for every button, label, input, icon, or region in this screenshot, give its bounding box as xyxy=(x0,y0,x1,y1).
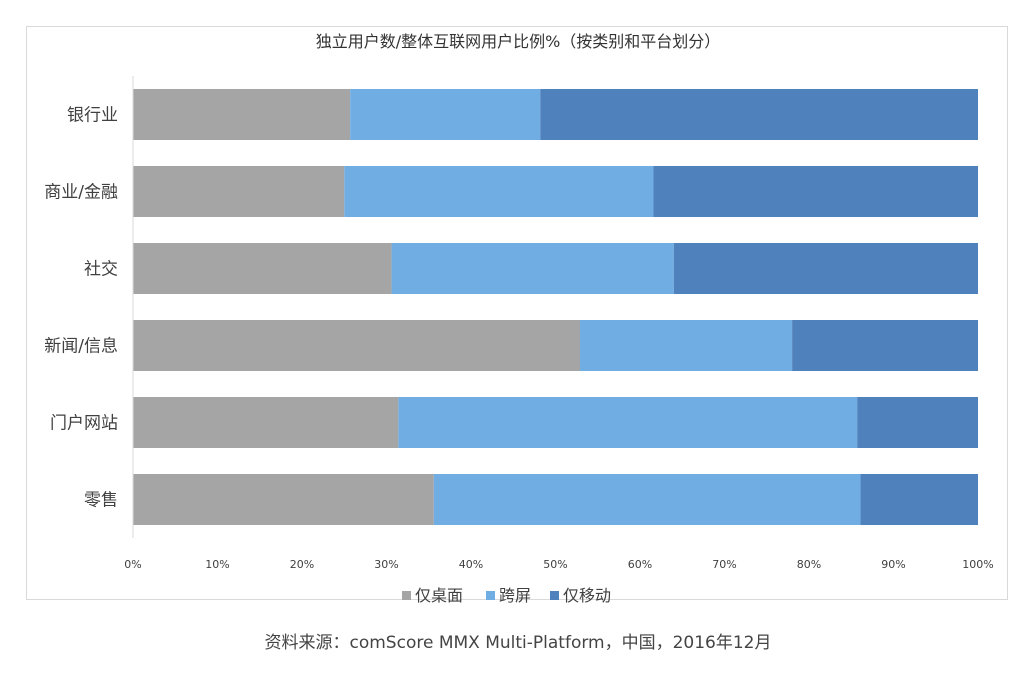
bar-1-6 xyxy=(133,474,434,525)
bar-2-5 xyxy=(398,397,858,448)
bar-2-6 xyxy=(433,474,861,525)
x-tick-label: 70% xyxy=(712,558,736,571)
x-tick-label: 30% xyxy=(374,558,398,571)
x-tick-label: 60% xyxy=(628,558,652,571)
x-tick-label: 100% xyxy=(962,558,993,571)
legend-label: 仅移动 xyxy=(563,586,611,605)
x-tick-label: 0% xyxy=(124,558,141,571)
x-tick-label: 50% xyxy=(543,558,567,571)
bar-2-4 xyxy=(580,320,793,371)
legend-label: 跨屏 xyxy=(499,586,531,605)
category-label: 商业/金融 xyxy=(44,183,118,203)
bar-3-3 xyxy=(673,243,978,294)
x-tick-label: 90% xyxy=(881,558,905,571)
bar-3-2 xyxy=(653,166,978,217)
bar-2-3 xyxy=(391,243,674,294)
source-note: 资料来源：comScore MMX Multi-Platform，中国，2016… xyxy=(264,633,772,653)
legend-label: 仅桌面 xyxy=(415,586,463,605)
chart-title: 独立用户数/整体互联网用户比例%（按类别和平台划分） xyxy=(316,32,721,51)
legend-swatch xyxy=(486,591,495,600)
category-label: 新闻/信息 xyxy=(44,337,118,357)
category-label: 零售 xyxy=(84,491,118,511)
bar-3-4 xyxy=(792,320,978,371)
category-label: 银行业 xyxy=(67,106,118,126)
x-tick-label: 40% xyxy=(459,558,483,571)
category-label: 社交 xyxy=(84,260,118,280)
category-label: 门户网站 xyxy=(50,414,118,434)
bar-3-1 xyxy=(540,89,978,140)
bar-1-1 xyxy=(133,89,351,140)
legend-swatch xyxy=(550,591,559,600)
bar-3-6 xyxy=(860,474,978,525)
x-tick-label: 80% xyxy=(797,558,821,571)
bar-2-1 xyxy=(350,89,541,140)
bar-1-5 xyxy=(133,397,399,448)
bar-1-2 xyxy=(133,166,345,217)
bar-1-4 xyxy=(133,320,581,371)
x-tick-label: 10% xyxy=(205,558,229,571)
bar-2-2 xyxy=(344,166,654,217)
chart: 独立用户数/整体互联网用户比例%（按类别和平台划分） 银行业商业/金融社交新闻/信… xyxy=(44,32,993,605)
x-tick-label: 20% xyxy=(290,558,314,571)
legend-swatch xyxy=(402,591,411,600)
bar-1-3 xyxy=(133,243,392,294)
bar-3-5 xyxy=(857,397,978,448)
